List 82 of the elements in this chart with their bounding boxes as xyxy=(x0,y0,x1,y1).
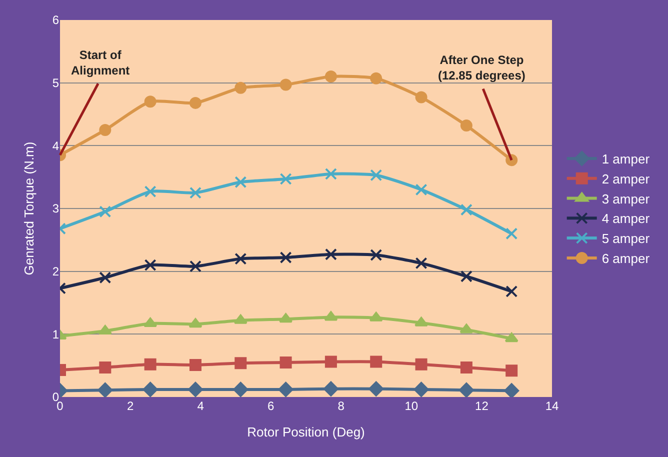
point xyxy=(506,364,518,377)
point xyxy=(99,206,112,218)
point xyxy=(370,72,382,84)
point xyxy=(144,186,156,198)
point xyxy=(415,358,428,370)
point xyxy=(188,382,203,397)
point xyxy=(280,78,292,91)
point xyxy=(189,358,202,371)
annotation: Start of Alignment xyxy=(71,48,130,78)
point xyxy=(99,361,112,374)
x-tick-label: 10 xyxy=(404,399,418,413)
point xyxy=(414,316,428,326)
point xyxy=(189,96,202,109)
point xyxy=(370,169,382,182)
legend-label: 2 amper xyxy=(602,171,650,186)
point xyxy=(144,96,156,108)
point xyxy=(460,324,474,334)
y-tick-label: 1 xyxy=(52,327,60,342)
point xyxy=(280,172,292,185)
point xyxy=(504,332,518,342)
x-tick-label: 12 xyxy=(475,399,489,413)
y-tick-label: 6 xyxy=(52,13,60,28)
point xyxy=(144,317,158,327)
legend-label: 1 amper xyxy=(602,152,650,167)
y-tick-label: 4 xyxy=(52,138,60,153)
point xyxy=(234,357,247,370)
x-tick-label: 8 xyxy=(338,399,345,413)
point xyxy=(370,356,382,368)
legend-label: 4 amper xyxy=(602,211,650,226)
point xyxy=(278,382,294,397)
point xyxy=(98,382,113,397)
point xyxy=(324,70,337,83)
point xyxy=(504,383,520,397)
point xyxy=(324,311,338,321)
point xyxy=(234,252,247,265)
x-tick-label: 2 xyxy=(126,399,134,413)
x-tick-label: 6 xyxy=(268,399,275,413)
point xyxy=(458,382,474,397)
point xyxy=(189,260,202,272)
x-axis-title: Rotor Position (Deg) xyxy=(247,424,365,440)
point xyxy=(415,257,428,270)
legend-label: 3 amper xyxy=(602,191,650,206)
point xyxy=(280,356,292,368)
legend-label: 5 amper xyxy=(602,231,650,246)
y-tick-label: 5 xyxy=(52,76,60,90)
point xyxy=(99,124,112,136)
point xyxy=(188,318,202,328)
point xyxy=(324,248,337,260)
point xyxy=(324,356,337,368)
point xyxy=(370,249,382,261)
point xyxy=(415,184,428,196)
point xyxy=(280,252,292,264)
point xyxy=(142,382,158,397)
point xyxy=(415,91,428,104)
point xyxy=(414,382,429,397)
point xyxy=(460,270,472,282)
point xyxy=(234,314,248,324)
point xyxy=(279,313,293,323)
point xyxy=(144,259,156,272)
point xyxy=(234,176,247,188)
point xyxy=(189,186,202,199)
point xyxy=(369,312,383,322)
x-tick-label: 14 xyxy=(545,399,559,413)
point xyxy=(234,82,247,94)
point xyxy=(144,358,156,370)
point xyxy=(98,325,112,335)
point xyxy=(460,120,472,132)
point xyxy=(506,228,518,240)
point xyxy=(324,168,337,180)
point xyxy=(99,272,112,284)
point xyxy=(460,204,472,216)
point xyxy=(460,361,472,374)
legend-label: 6 amper xyxy=(602,251,650,266)
y-tick-label: 3 xyxy=(52,202,60,216)
point xyxy=(233,382,248,397)
y-axis-title: Genrated Torque (N.m) xyxy=(21,142,36,276)
y-tick-label: 2 xyxy=(52,264,60,279)
point xyxy=(323,381,338,396)
point xyxy=(368,381,384,396)
x-tick-label: 4 xyxy=(197,399,204,413)
annotation: After One Step (12.85 degrees) xyxy=(438,53,526,83)
point xyxy=(506,285,518,298)
